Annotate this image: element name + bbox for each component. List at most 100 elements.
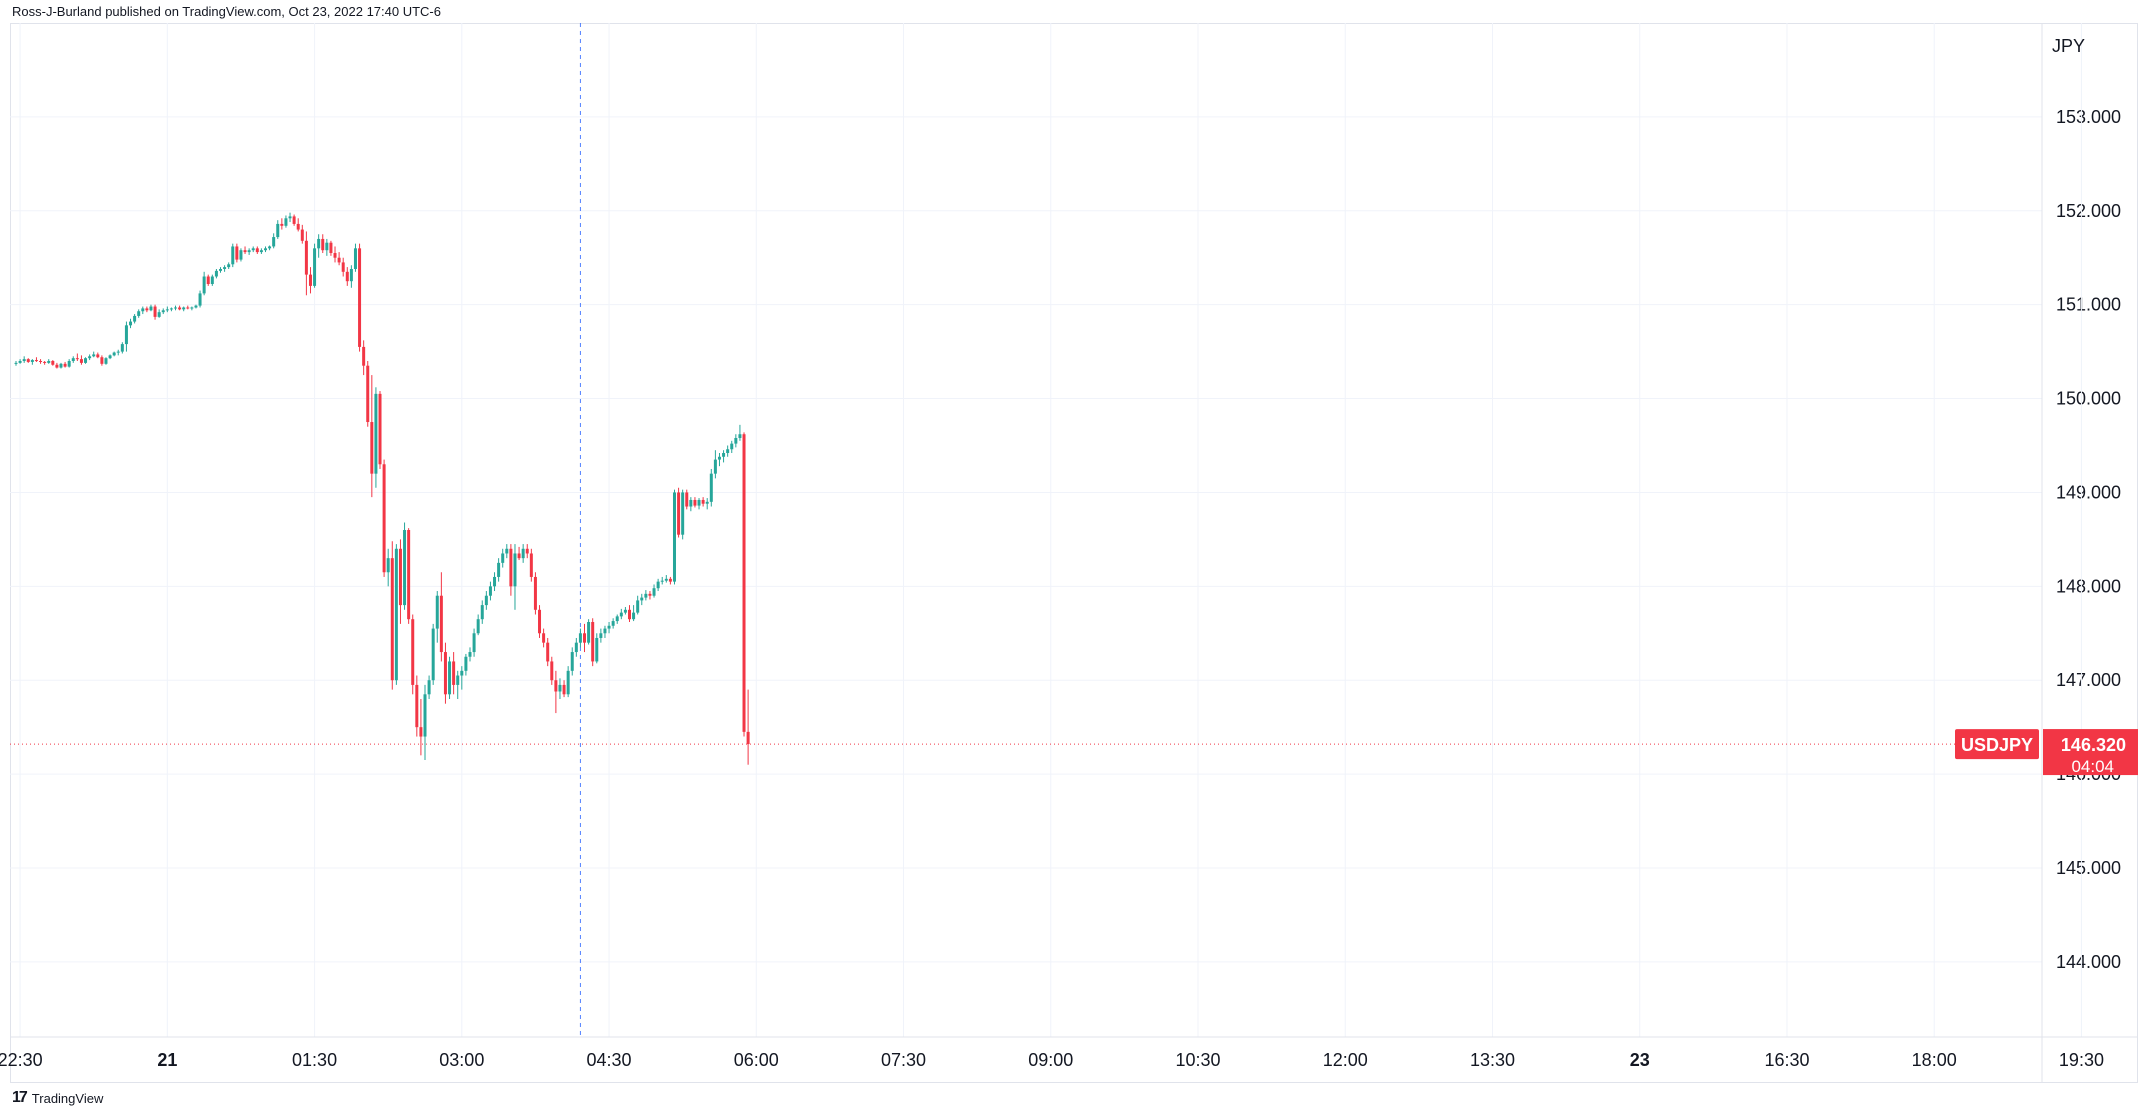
candle-body — [717, 456, 721, 460]
candle-body — [713, 459, 717, 474]
footer: 17 TradingView — [12, 1089, 103, 1107]
candle-body — [587, 622, 591, 643]
candle-body — [386, 558, 390, 573]
candle-body — [431, 628, 435, 681]
candle-body — [538, 609, 542, 634]
candle-body — [14, 362, 18, 364]
x-tick-label: 09:00 — [1028, 1050, 1073, 1070]
candle-body — [701, 499, 705, 504]
candle-body — [292, 216, 296, 224]
candle-body — [325, 242, 329, 251]
candle-body — [595, 637, 599, 662]
candle-body — [664, 578, 668, 581]
candle-body — [542, 633, 546, 643]
candle-body — [562, 684, 566, 695]
candle-body — [313, 248, 317, 286]
candle-body — [304, 240, 308, 275]
x-tick-label: 19:30 — [2059, 1050, 2104, 1070]
candle-body — [521, 548, 525, 559]
candle-body — [263, 248, 267, 251]
candle-body — [55, 364, 59, 368]
candle-body — [448, 661, 452, 695]
x-tick-label: 13:30 — [1470, 1050, 1515, 1070]
candle-body — [415, 684, 419, 728]
candle-body — [329, 242, 333, 254]
candle-body — [251, 248, 255, 251]
candle-body — [574, 642, 578, 653]
candle-body — [362, 346, 366, 366]
candle-body — [709, 473, 713, 502]
candle-body — [570, 652, 574, 671]
candle-body — [288, 216, 292, 219]
candle-body — [411, 619, 415, 685]
candle-body — [484, 595, 488, 606]
tradingview-brand[interactable]: TradingView — [31, 1090, 104, 1106]
publish-header: Ross-J-Burland published on TradingView.… — [12, 4, 441, 19]
y-tick-label: 152.000 — [2056, 201, 2121, 221]
x-tick-label: 01:30 — [292, 1050, 337, 1070]
candle-body — [697, 499, 701, 506]
candle-body — [272, 237, 276, 247]
candle-body — [726, 449, 730, 454]
x-tick-label: 22:30 — [0, 1050, 43, 1070]
candle-body — [513, 553, 517, 587]
candle-body — [182, 307, 186, 310]
candle-body — [22, 359, 26, 361]
candle-body — [223, 267, 227, 269]
candle-body — [198, 293, 202, 306]
candle-body — [423, 694, 427, 737]
candle-body — [501, 553, 505, 563]
y-tick-label: 147.000 — [2056, 670, 2121, 690]
candle-body — [280, 223, 284, 226]
candle-body — [276, 223, 280, 238]
candle-body — [681, 492, 685, 535]
candle-body — [169, 308, 173, 310]
chart-frame — [10, 23, 2138, 1083]
candle-body — [358, 248, 362, 347]
candle-body — [71, 358, 75, 361]
candle-body — [165, 309, 169, 311]
candle-body — [578, 633, 582, 643]
candle-body — [656, 581, 660, 589]
candle-body — [435, 595, 439, 629]
candle-body — [738, 434, 742, 438]
candle-body — [628, 609, 631, 620]
candle-body — [178, 307, 182, 310]
candle-body — [239, 250, 243, 260]
y-tick-label: 153.000 — [2056, 107, 2121, 127]
candle-body — [468, 652, 472, 657]
candle-body — [141, 308, 145, 312]
candle-body — [79, 359, 83, 363]
candle-body — [460, 670, 464, 676]
x-tick-label: 18:00 — [1912, 1050, 1957, 1070]
x-tick-label: 04:30 — [587, 1050, 632, 1070]
candle-body — [96, 354, 100, 358]
symbol-tag — [1955, 729, 2039, 760]
candle-body — [174, 307, 178, 309]
y-tick-label: 151.000 — [2056, 295, 2121, 315]
candle-body — [26, 359, 30, 362]
candle-body — [112, 352, 116, 356]
candle-body — [525, 548, 529, 554]
candle-body — [75, 358, 79, 360]
candle-body — [153, 306, 157, 317]
candle-body — [59, 363, 63, 368]
candle-body — [480, 605, 484, 620]
candle-body — [137, 311, 141, 316]
candle-body — [100, 357, 104, 364]
candle-body — [533, 576, 537, 610]
candle-body — [43, 361, 47, 363]
candle-body — [378, 393, 382, 465]
candle-body — [672, 492, 676, 582]
candle-body — [63, 363, 67, 367]
price-tag-value: 146.320 — [2061, 735, 2126, 755]
candle-body — [133, 315, 137, 322]
candle-body — [550, 661, 554, 681]
candle-body — [124, 325, 128, 345]
candle-body — [558, 684, 562, 692]
candle-body — [476, 619, 480, 634]
candle-body — [652, 588, 656, 596]
candle-body — [505, 548, 509, 554]
x-tick-label: 03:00 — [439, 1050, 484, 1070]
